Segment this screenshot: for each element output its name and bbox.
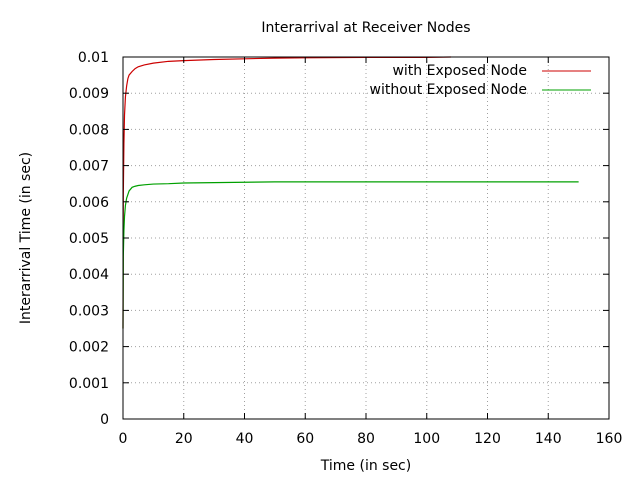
series-line-without-exposed-node [122, 181, 579, 329]
x-tick-label: 120 [474, 431, 501, 447]
y-tick-labels: 0 0.001 0.002 0.003 0.004 0.005 0.006 0.007 0.00… [69, 50, 109, 428]
legend-label-without-exposed-node: without Exposed Node [370, 82, 527, 98]
ticks [122, 56, 610, 420]
x-tick-label: 20 [175, 431, 193, 447]
legend-label-with-exposed-node: with Exposed Node [392, 63, 527, 79]
chart-title: Interarrival at Receiver Nodes [261, 20, 470, 36]
y-tick-label: 0.004 [69, 267, 109, 283]
y-tick-label: 0.01 [78, 50, 109, 66]
y-tick-label: 0.008 [69, 122, 109, 138]
x-axis-title: Time (in sec) [320, 458, 411, 474]
x-tick-label: 80 [357, 431, 375, 447]
series-layer [122, 56, 579, 329]
series-line-with-exposed-node [122, 56, 452, 329]
y-tick-label: 0.002 [69, 340, 109, 356]
y-axis-title: Interarrival Time (in sec) [18, 152, 34, 324]
x-tick-label: 60 [296, 431, 314, 447]
y-tick-label: 0.005 [69, 231, 109, 247]
x-tick-labels: 0 20 40 60 80 100 120 140 160 [119, 431, 623, 447]
y-tick-label: 0.007 [69, 159, 109, 175]
x-tick-label: 140 [535, 431, 562, 447]
legend: with Exposed Node without Exposed Node [370, 63, 591, 98]
y-tick-label: 0.001 [69, 376, 109, 392]
x-tick-label: 40 [236, 431, 254, 447]
x-tick-label: 0 [119, 431, 128, 447]
x-tick-label: 160 [596, 431, 623, 447]
y-tick-label: 0 [100, 412, 109, 428]
grid [123, 57, 609, 419]
y-tick-label: 0.003 [69, 303, 109, 319]
y-tick-label: 0.006 [69, 195, 109, 211]
y-tick-label: 0.009 [69, 86, 109, 102]
x-tick-label: 100 [413, 431, 440, 447]
